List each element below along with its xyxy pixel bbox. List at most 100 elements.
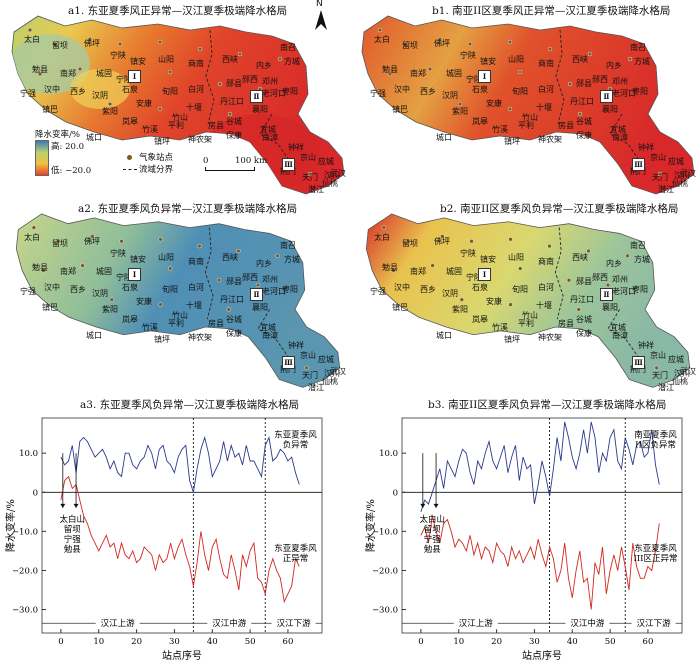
city-label: 郧西 bbox=[592, 273, 608, 282]
x-tick-label: 40 bbox=[567, 637, 578, 647]
city-label: 汉阴 bbox=[442, 91, 458, 100]
city-label: 宁陕 bbox=[116, 273, 132, 282]
city-label: 南召 bbox=[630, 43, 646, 52]
city-label: 方城 bbox=[284, 255, 300, 264]
city-label: 城口 bbox=[436, 133, 452, 142]
city-label: 石泉 bbox=[472, 283, 488, 292]
y-tick-label: −20.0 bbox=[372, 566, 398, 576]
city-label: 潜江 bbox=[658, 383, 674, 392]
map-title-a1: a1. 东亚夏季风正异常—汉江夏季极端降水格局 bbox=[68, 5, 288, 17]
arrow-head-icon bbox=[73, 503, 79, 508]
city-label: 南召 bbox=[280, 43, 296, 52]
annotation-upper: 南亚夏季风 II区负异常 bbox=[634, 430, 677, 451]
annotation-stations: 太白山留坝宁强勉县 bbox=[420, 514, 446, 555]
city-label: 城口 bbox=[436, 331, 452, 340]
city-label: 镇巴 bbox=[42, 105, 58, 114]
city-label: 十堰 bbox=[536, 301, 552, 310]
city-label: 安康 bbox=[136, 297, 152, 306]
station-marker-icon bbox=[127, 155, 132, 160]
city-label: 镇安 bbox=[130, 57, 146, 66]
city-label: 枣阳 bbox=[632, 285, 648, 294]
north-label: N bbox=[316, 0, 323, 9]
city-label: 荆门 bbox=[280, 365, 296, 374]
city-label: 内乡 bbox=[606, 259, 622, 268]
chart-title-a3: a3. 东亚夏季风负异常—汉江夏季极端降水格局 bbox=[80, 399, 300, 411]
zone-marker: Ⅲ bbox=[632, 158, 645, 171]
city-label: 镇安 bbox=[480, 57, 496, 66]
city-label: 商南 bbox=[188, 59, 204, 68]
region-label: 汉江下游 bbox=[277, 618, 312, 629]
city-label: 宁陕 bbox=[116, 75, 132, 84]
city-label: 房县 bbox=[558, 319, 574, 328]
city-label: 石泉 bbox=[122, 85, 138, 94]
city-label: 留坝 bbox=[52, 239, 68, 248]
city-label: 平利 bbox=[168, 319, 184, 328]
city-label: 邓州 bbox=[612, 77, 628, 86]
city-label: 宜城 bbox=[260, 125, 276, 134]
x-tick-label: 20 bbox=[491, 637, 502, 647]
city-label: 旬阳 bbox=[512, 285, 528, 294]
city-label: 汉阴 bbox=[92, 289, 108, 298]
city-label: 神农架 bbox=[538, 135, 562, 144]
city-label: 内乡 bbox=[606, 61, 622, 70]
city-label: 应城 bbox=[668, 355, 684, 364]
city-label: 西峡 bbox=[572, 55, 588, 64]
city-label: 竹山 bbox=[522, 311, 538, 320]
city-label: 留坝 bbox=[52, 41, 68, 50]
city-label: 方城 bbox=[634, 255, 650, 264]
city-label: 郧县 bbox=[226, 79, 242, 88]
y-tick-label: −30.0 bbox=[12, 606, 38, 616]
region-label: 汉江中游 bbox=[570, 618, 605, 629]
city-label: 南漳 bbox=[612, 133, 628, 142]
city-label: 汉川 bbox=[324, 369, 340, 378]
city-label: 郧西 bbox=[242, 75, 258, 84]
x-tick-label: 60 bbox=[283, 637, 294, 647]
city-label: 岚皋 bbox=[472, 315, 488, 324]
y-tick-label: −30.0 bbox=[372, 606, 398, 616]
city-label: 汉中 bbox=[394, 85, 410, 94]
x-tick-label: 40 bbox=[207, 637, 218, 647]
city-label: 潜江 bbox=[658, 185, 674, 194]
arrow-head-icon bbox=[420, 503, 426, 508]
city-label: 汉中 bbox=[394, 283, 410, 292]
city-label: 钟祥 bbox=[638, 341, 654, 350]
city-label: 白河 bbox=[538, 85, 554, 94]
city-label: 丹江口 bbox=[220, 97, 244, 106]
x-tick-label: 30 bbox=[169, 637, 180, 647]
city-label: 镇坪 bbox=[154, 137, 170, 146]
city-label: 白河 bbox=[188, 283, 204, 292]
city-label: 竹溪 bbox=[492, 125, 508, 134]
city-label: 勉县 bbox=[32, 263, 48, 272]
annotation-upper: 东亚夏季风负异常 bbox=[274, 430, 317, 451]
city-label: 旬阳 bbox=[162, 87, 178, 96]
city-label: 钟祥 bbox=[288, 341, 304, 350]
zone-marker: Ⅱ bbox=[600, 90, 613, 103]
city-label: 郧县 bbox=[226, 277, 242, 286]
city-label: 南郑 bbox=[60, 69, 76, 78]
city-label: 石泉 bbox=[122, 283, 138, 292]
city-label: 镇坪 bbox=[154, 335, 170, 344]
city-label: 佛坪 bbox=[84, 237, 100, 246]
city-label: 天门 bbox=[302, 371, 318, 380]
city-label: 邓州 bbox=[612, 275, 628, 284]
city-label: 方城 bbox=[284, 57, 300, 66]
x-tick-label: 10 bbox=[93, 637, 104, 647]
city-label: 老河口 bbox=[262, 287, 286, 296]
city-label: 仙桃 bbox=[322, 377, 338, 386]
city-label: 应城 bbox=[318, 157, 334, 166]
x-axis-label: 站点序号 bbox=[162, 649, 202, 660]
city-label: 镇坪 bbox=[504, 137, 520, 146]
city-label: 老河口 bbox=[612, 287, 636, 296]
x-tick-label: 20 bbox=[131, 637, 142, 647]
y-tick-label: 0 bbox=[393, 488, 398, 498]
city-label: 邓州 bbox=[262, 275, 278, 284]
city-label: 南漳 bbox=[262, 133, 278, 142]
city-label: 钟祥 bbox=[288, 143, 304, 152]
city-label: 武汉 bbox=[330, 367, 346, 376]
city-label: 佛坪 bbox=[84, 39, 100, 48]
city-label: 西峡 bbox=[222, 55, 238, 64]
plot-frame bbox=[41, 417, 323, 634]
city-label: 城固 bbox=[96, 69, 112, 78]
city-label: 宁陕 bbox=[460, 51, 476, 60]
region-label-bg bbox=[453, 617, 498, 630]
